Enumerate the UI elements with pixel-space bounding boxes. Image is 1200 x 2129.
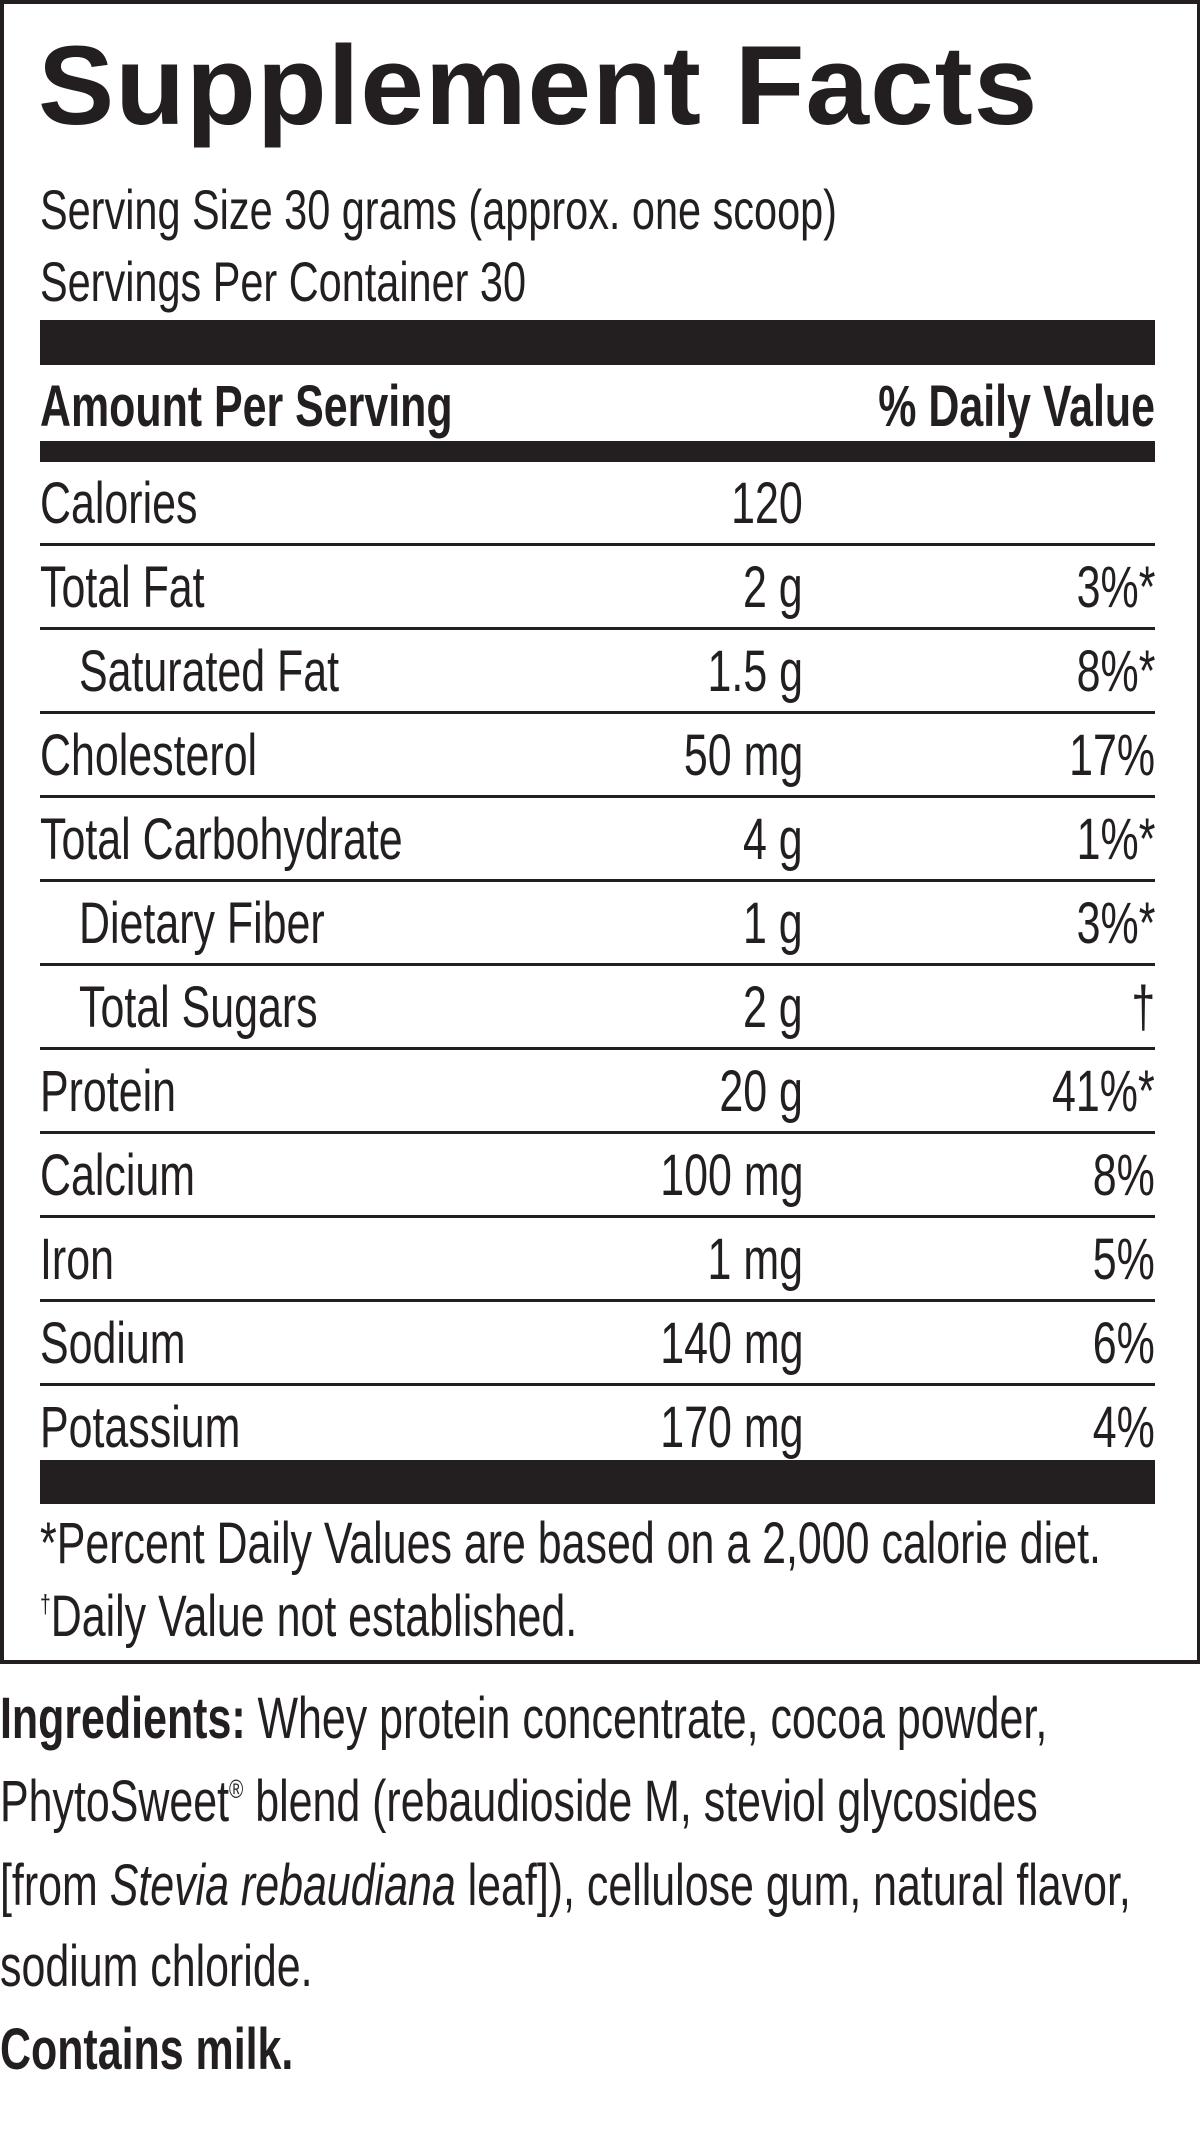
nutrient-name: Potassium [40,1395,241,1460]
footnote-percent: *Percent Daily Values are based on a 2,0… [40,1511,1101,1576]
nutrient-name: Total Sugars [79,975,318,1040]
amount-header: Amount Per Serving [40,374,453,439]
nutrient-amount: 50 mg [683,723,803,788]
footnote-dagger: †Daily Value not established. [40,1584,578,1649]
nutrient-amount: 1 g [743,891,803,956]
serving-size: Serving Size 30 grams (approx. one scoop… [40,178,837,241]
nutrient-daily-value: 6% [1092,1311,1155,1376]
nutrient-name: Cholesterol [40,723,258,788]
nutrient-daily-value: 17% [1069,723,1155,788]
nutrient-row: Cholesterol 50 mg 17% [40,714,1155,798]
nutrient-row: Saturated Fat 1.5 g 8%* [40,630,1155,714]
nutrient-daily-value: 1%* [1076,807,1155,872]
ingredients-line: [from Stevia rebaudiana leaf]), cellulos… [0,1853,1131,1918]
nutrient-daily-value: 8% [1092,1143,1155,1208]
nutrient-daily-value: 3%* [1076,891,1155,956]
nutrient-name: Sodium [40,1311,186,1376]
nutrient-row: Total Fat 2 g 3%* [40,546,1155,630]
nutrient-amount: 1.5 g [707,639,803,704]
nutrient-amount: 20 g [719,1059,803,1124]
nutrient-daily-value: 5% [1092,1227,1155,1292]
nutrient-daily-value: 3%* [1076,555,1155,620]
thick-divider [40,320,1155,365]
nutrient-name: Total Fat [40,555,205,620]
nutrient-name: Saturated Fat [79,639,340,704]
nutrient-name: Total Carbohydrate [40,807,403,872]
ingredients-label: Ingredients: [0,1686,246,1751]
nutrient-amount: 120 [731,471,803,536]
nutrient-row: Calcium 100 mg 8% [40,1134,1155,1218]
nutrient-name: Protein [40,1059,176,1124]
ingredients-line: sodium chloride. [0,1934,313,1999]
supplement-facts-panel [0,0,1200,1664]
ingredients-line: Ingredients: Whey protein concentrate, c… [0,1686,1048,1751]
nutrient-row: Sodium 140 mg 6% [40,1302,1155,1386]
nutrient-daily-value: 8%* [1076,639,1155,704]
thick-divider-bottom [40,1460,1155,1504]
nutrient-amount: 1 mg [707,1227,803,1292]
nutrient-row: Protein 20 g 41%* [40,1050,1155,1134]
nutrient-row: Total Carbohydrate 4 g 1%* [40,798,1155,882]
nutrient-name: Calories [40,471,198,536]
nutrient-daily-value: † [1131,975,1155,1040]
nutrient-name: Iron [40,1227,114,1292]
column-header: Amount Per Serving % Daily Value [40,378,1155,436]
nutrient-row: Iron 1 mg 5% [40,1218,1155,1302]
nutrient-amount: 140 mg [659,1311,803,1376]
nutrient-row: Dietary Fiber 1 g 3%* [40,882,1155,966]
nutrient-row: Calories 120 [40,462,1155,546]
panel-title: Supplement Facts [38,23,1039,148]
nutrient-name: Dietary Fiber [79,891,325,956]
nutrient-name: Calcium [40,1143,196,1208]
dv-header: % Daily Value [878,374,1155,439]
ingredients-line: PhytoSweet® blend (rebaudioside M, stevi… [0,1769,1038,1834]
servings-per-container: Servings Per Container 30 [40,250,527,313]
medium-divider [40,441,1155,462]
nutrient-amount: 4 g [743,807,803,872]
nutrient-amount: 2 g [743,555,803,620]
nutrient-table: Calories 120 Total Fat 2 g 3%* Saturated Fat 1… [40,462,1155,1467]
nutrient-amount: 100 mg [659,1143,803,1208]
nutrient-row: Potassium 170 mg 4% [40,1386,1155,1467]
nutrient-row: Total Sugars 2 g † [40,966,1155,1050]
nutrient-daily-value: 4% [1092,1395,1155,1460]
allergen-statement: Contains milk. [0,2017,294,2082]
nutrient-amount: 2 g [743,975,803,1040]
nutrient-amount: 170 mg [659,1395,803,1460]
nutrient-daily-value: 41%* [1052,1059,1155,1124]
